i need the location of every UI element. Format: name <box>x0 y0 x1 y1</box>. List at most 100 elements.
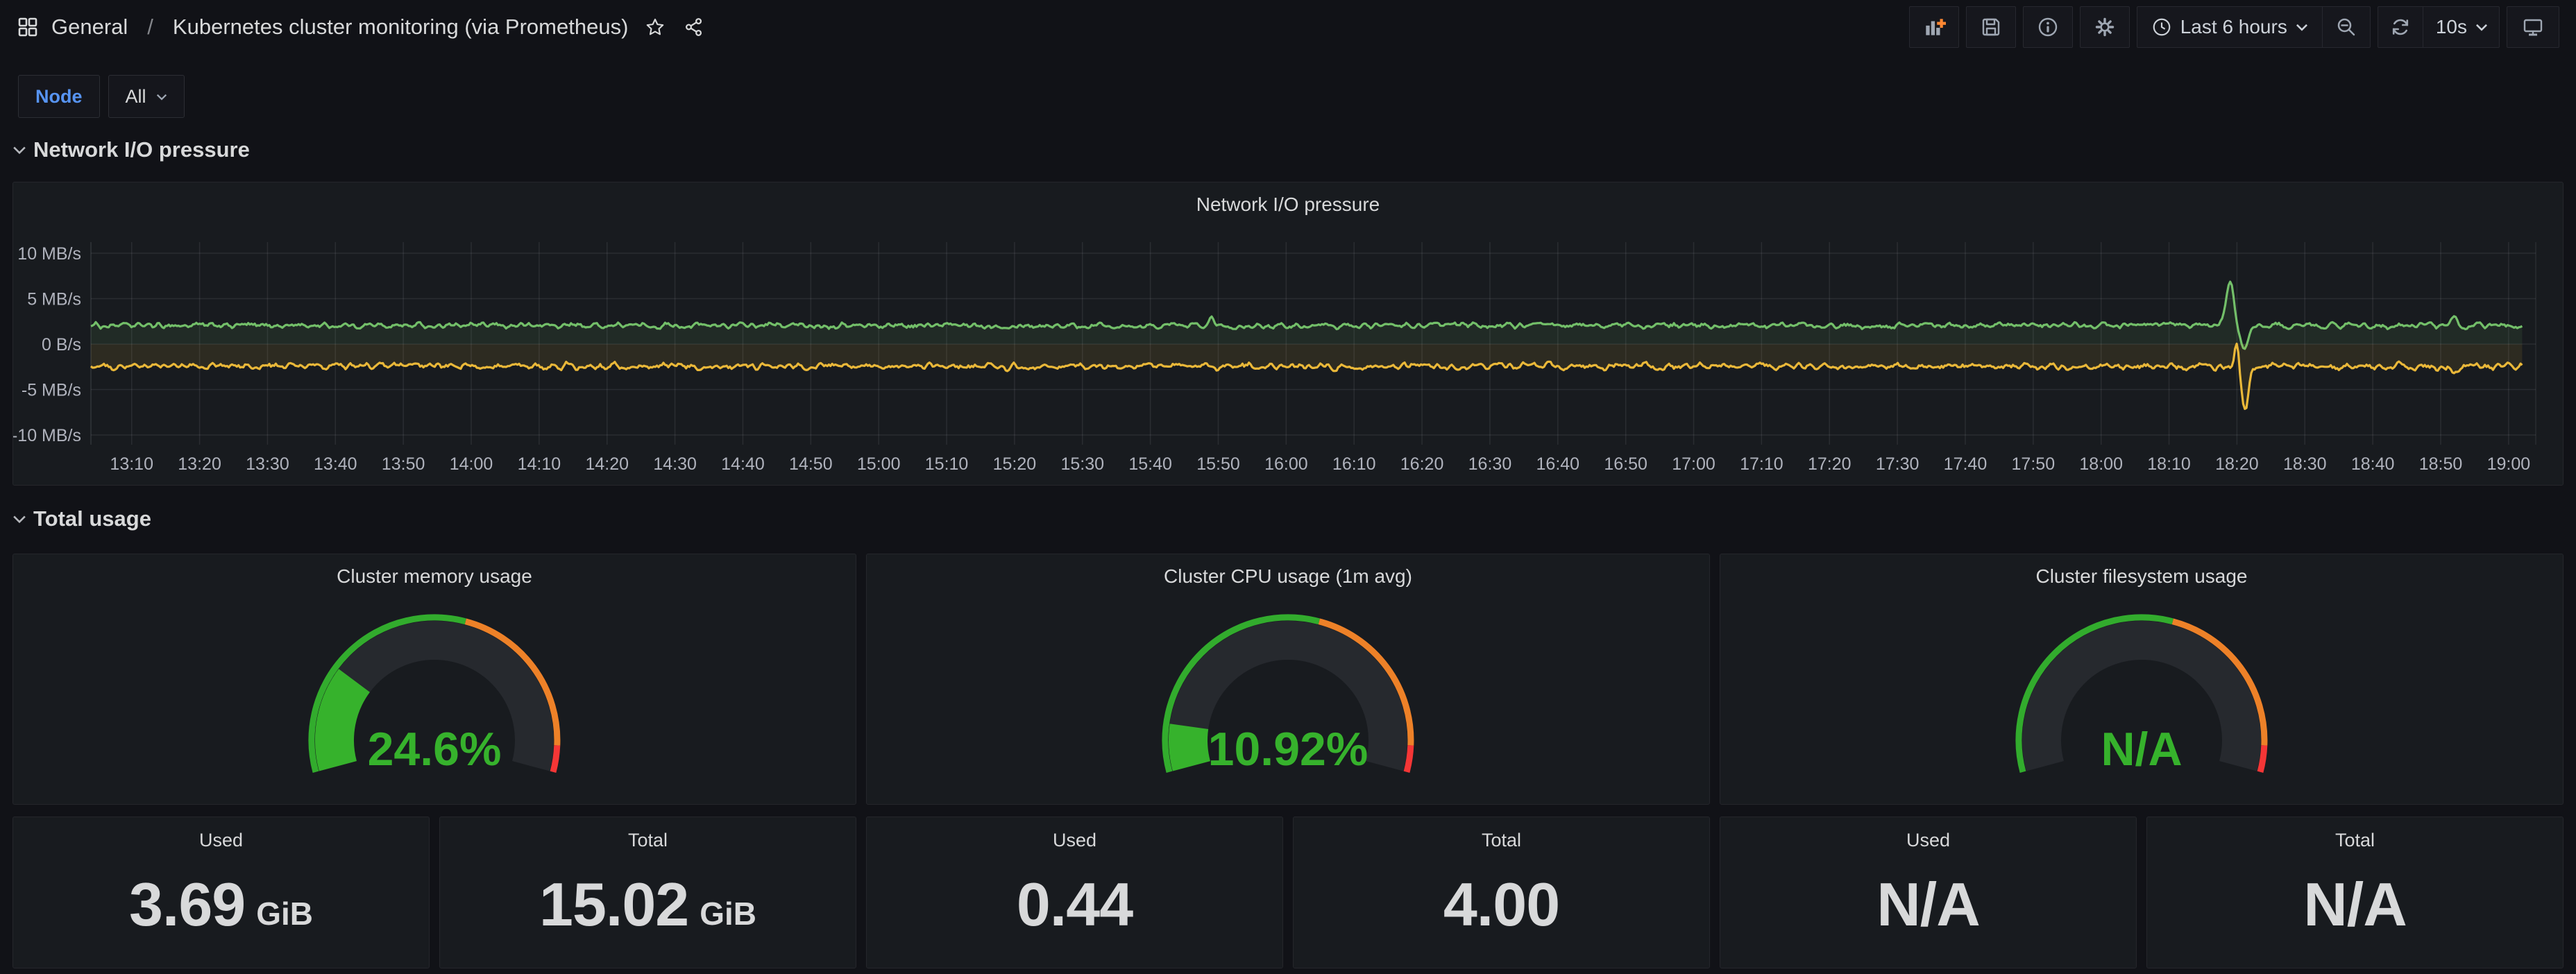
dashboard-header: General / Kubernetes cluster monitoring … <box>0 0 2576 54</box>
stat-panel-4: Used N/A <box>1720 817 2137 968</box>
section-network-io-pressure[interactable]: Network I/O pressure <box>12 137 250 162</box>
panel-title[interactable]: Cluster CPU usage (1m avg) <box>1164 565 1412 587</box>
gauge-value-label: N/A <box>2101 723 2182 776</box>
gauge-value-label: 10.92% <box>1208 723 1368 776</box>
gauge-panel-0: Cluster memory usage 24.6% <box>12 554 856 805</box>
x-axis-tick-label: 17:00 <box>1672 454 1715 474</box>
stat-panel-title[interactable]: Used <box>1906 830 1951 851</box>
zoom-out-button[interactable] <box>2323 7 2370 47</box>
chevron-down-icon <box>13 146 26 155</box>
x-axis-tick-label: 13:50 <box>382 454 425 474</box>
stat-panel-title[interactable]: Total <box>627 830 668 851</box>
x-axis-tick-label: 13:30 <box>246 454 289 474</box>
gauge-threshold-arc <box>1318 618 1414 746</box>
stat-value-unit: GiB <box>256 896 314 932</box>
stat-value: 3.69 GiB <box>129 851 313 968</box>
x-axis-tick-label: 14:00 <box>450 454 493 474</box>
stat-panel-5: Total N/A <box>2146 817 2564 968</box>
cycle-view-icon <box>2523 19 2543 36</box>
variable-node-value: All <box>125 85 146 107</box>
x-axis-tick-label: 14:50 <box>789 454 833 474</box>
stat-row: Used 3.69 GiB Total 15.02 GiB Used 0.44 Total 4.0… <box>12 817 2564 968</box>
x-axis-tick-label: 15:10 <box>925 454 969 474</box>
x-axis-tick-label: 14:10 <box>518 454 561 474</box>
time-range-picker[interactable]: Last 6 hours <box>2137 7 2322 47</box>
panel-title[interactable]: Cluster memory usage <box>337 565 532 587</box>
gauge-value-arc <box>315 669 371 771</box>
network-io-pressure-panel: Network I/O pressure 10 MB/s 5 MB/s 0 B/s -… <box>12 182 2564 486</box>
template-variables-row: Node All <box>18 75 185 118</box>
stat-panel-title[interactable]: Total <box>1481 830 1522 851</box>
chevron-down-icon <box>156 94 167 101</box>
x-axis-tick-label: 15:40 <box>1128 454 1172 474</box>
x-axis-tick-label: 15:00 <box>857 454 901 474</box>
gauge-row: Cluster memory usage 24.6% Cluster CPU usa… <box>12 554 2564 805</box>
stat-panel-title[interactable]: Used <box>198 830 244 851</box>
y-axis-tick-label: -10 MB/s <box>13 426 81 445</box>
y-axis-tick-label: 0 B/s <box>42 335 81 354</box>
network-received-fill <box>91 282 2523 349</box>
section-title: Total usage <box>33 506 151 531</box>
gauge-2: N/A <box>2015 614 2268 776</box>
cycle-view-button[interactable] <box>2507 6 2559 48</box>
stat-value-unit: GiB <box>700 896 756 932</box>
x-axis-tick-label: 16:20 <box>1400 454 1444 474</box>
breadcrumb-section[interactable]: General <box>51 15 128 39</box>
variable-node-value-dropdown[interactable]: All <box>108 75 185 118</box>
panel-title-network-io-pressure[interactable]: Network I/O pressure <box>1196 194 1380 215</box>
y-axis-tick-label: 5 MB/s <box>27 290 81 309</box>
stat-value-number: 4.00 <box>1443 870 1560 939</box>
chevron-down-icon <box>13 515 26 524</box>
x-axis-tick-label: 13:20 <box>178 454 221 474</box>
gauge-threshold-arc <box>2171 618 2268 746</box>
section-title: Network I/O pressure <box>33 137 250 162</box>
gauge-threshold-arc <box>464 618 561 746</box>
refresh-interval-picker[interactable]: 10s <box>2423 7 2499 47</box>
gauge-panel-1: Cluster CPU usage (1m avg) 10.92% <box>866 554 1710 805</box>
stat-value: 15.02 GiB <box>539 851 756 968</box>
stat-value: N/A <box>1876 851 1981 968</box>
gauge-threshold-arc <box>2257 745 2268 773</box>
dashboard-info-button[interactable] <box>2022 6 2073 48</box>
x-axis-tick-label: 16:00 <box>1264 454 1308 474</box>
network-io-chart[interactable]: 10 MB/s 5 MB/s 0 B/s -5 MB/s -10 MB/s 13:10 13… <box>13 182 2563 485</box>
dashboard-toolbar: Last 6 hours <box>1908 6 2559 48</box>
stat-value-number: 3.69 <box>128 870 246 939</box>
variable-node-label-box: Node <box>18 75 100 118</box>
refresh-icon <box>2392 19 2408 35</box>
chevron-down-icon <box>2476 24 2487 31</box>
time-range-group: Last 6 hours <box>2136 6 2371 48</box>
gauge-threshold-arc <box>1162 614 1321 773</box>
gauge-threshold-arc <box>308 614 467 773</box>
x-axis-tick-label: 14:20 <box>585 454 629 474</box>
dashboards-grid-icon[interactable] <box>17 16 39 38</box>
time-range-label: Last 6 hours <box>2180 16 2287 37</box>
stat-panel-title[interactable]: Total <box>2334 830 2375 851</box>
share-icon[interactable] <box>684 17 704 37</box>
page-title: Kubernetes cluster monitoring (via Prome… <box>172 15 629 39</box>
breadcrumb: General / Kubernetes cluster monitoring … <box>17 15 704 40</box>
stat-value: 4.00 <box>1443 851 1560 968</box>
refresh-button[interactable] <box>2378 7 2423 47</box>
x-axis-tick-label: 18:50 <box>2419 454 2463 474</box>
star-icon[interactable] <box>645 17 666 37</box>
x-axis-tick-label: 17:20 <box>1808 454 1852 474</box>
add-panel-button[interactable] <box>1908 6 1959 48</box>
toolbar-divider <box>2321 7 2323 47</box>
dashboard-settings-button[interactable] <box>2079 6 2130 48</box>
x-axis-tick-label: 16:30 <box>1468 454 1512 474</box>
stat-value-number: 0.44 <box>1016 870 1133 939</box>
section-total-usage[interactable]: Total usage <box>12 506 151 531</box>
stat-panel-title[interactable]: Used <box>1052 830 1097 851</box>
stat-panel-1: Total 15.02 GiB <box>439 817 856 968</box>
save-dashboard-button[interactable] <box>1965 6 2016 48</box>
gauge-track-arc <box>1169 621 1407 771</box>
network-transmitted-line <box>90 342 2523 410</box>
gauge-panel-2: Cluster filesystem usage N/A <box>1720 554 2564 805</box>
x-axis-tick-label: 14:30 <box>653 454 697 474</box>
panel-title[interactable]: Cluster filesystem usage <box>2035 565 2248 587</box>
gauge-threshold-arc <box>550 745 561 773</box>
x-axis-tick-label: 15:50 <box>1196 454 1240 474</box>
x-axis-tick-label: 18:30 <box>2283 454 2327 474</box>
x-axis-tick-label: 15:30 <box>1060 454 1104 474</box>
